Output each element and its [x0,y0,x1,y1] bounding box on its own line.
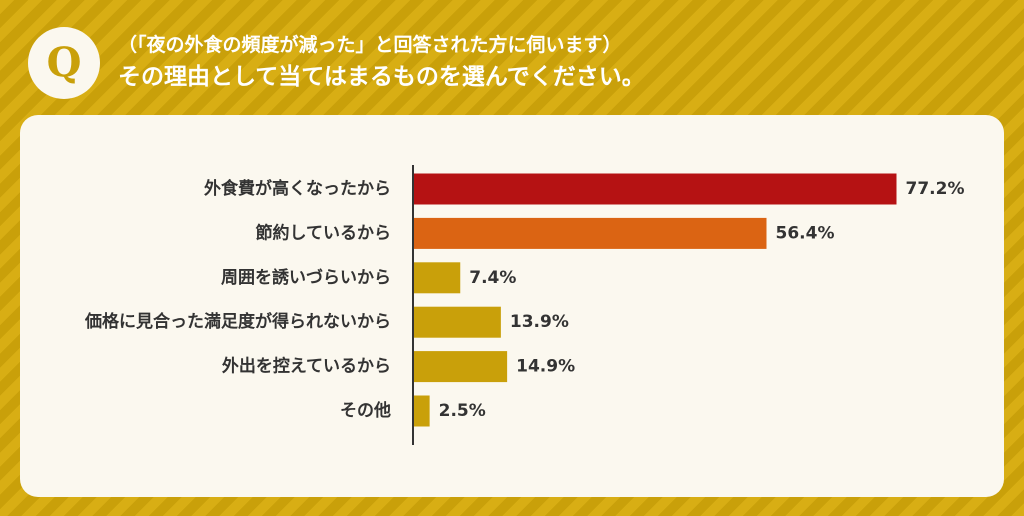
value-label: 77.2% [906,179,965,199]
question-text: （「夜の外食の頻度が減った」と回答された方に伺います） その理由として当てはまる… [118,32,645,94]
category-label: 外食費が高くなったから [204,178,391,199]
bar [414,262,461,294]
value-label: 56.4% [776,223,835,243]
question-condition: （「夜の外食の頻度が減った」と回答された方に伺います） [118,34,622,56]
value-label: 14.9% [516,357,575,377]
bar [414,351,508,383]
bar [414,173,897,205]
category-label: 節約しているから [255,222,392,243]
bar-chart: 外食費が高くなったから 77.2% 節約しているから 56.4% 周囲を誘いづらいから 7… [84,165,965,445]
question-title: その理由として当てはまるものを選んでください。 [118,64,645,90]
bar [414,217,767,249]
category-label: その他 [340,400,391,421]
q-badge: Q [28,27,100,99]
bar [414,395,430,427]
value-label: 13.9% [510,312,569,332]
q-letter: Q [46,39,82,86]
category-label: 価格に見合った満足度が得られないから [84,311,391,332]
value-label: 2.5% [439,401,486,421]
bar [414,306,501,338]
chart-card: 外食費が高くなったから 77.2% 節約しているから 56.4% 周囲を誘いづらいから 7… [20,115,1004,497]
value-label: 7.4% [469,268,516,288]
category-label: 外出を控えているから [222,356,391,377]
category-label: 周囲を誘いづらいから [221,267,391,288]
